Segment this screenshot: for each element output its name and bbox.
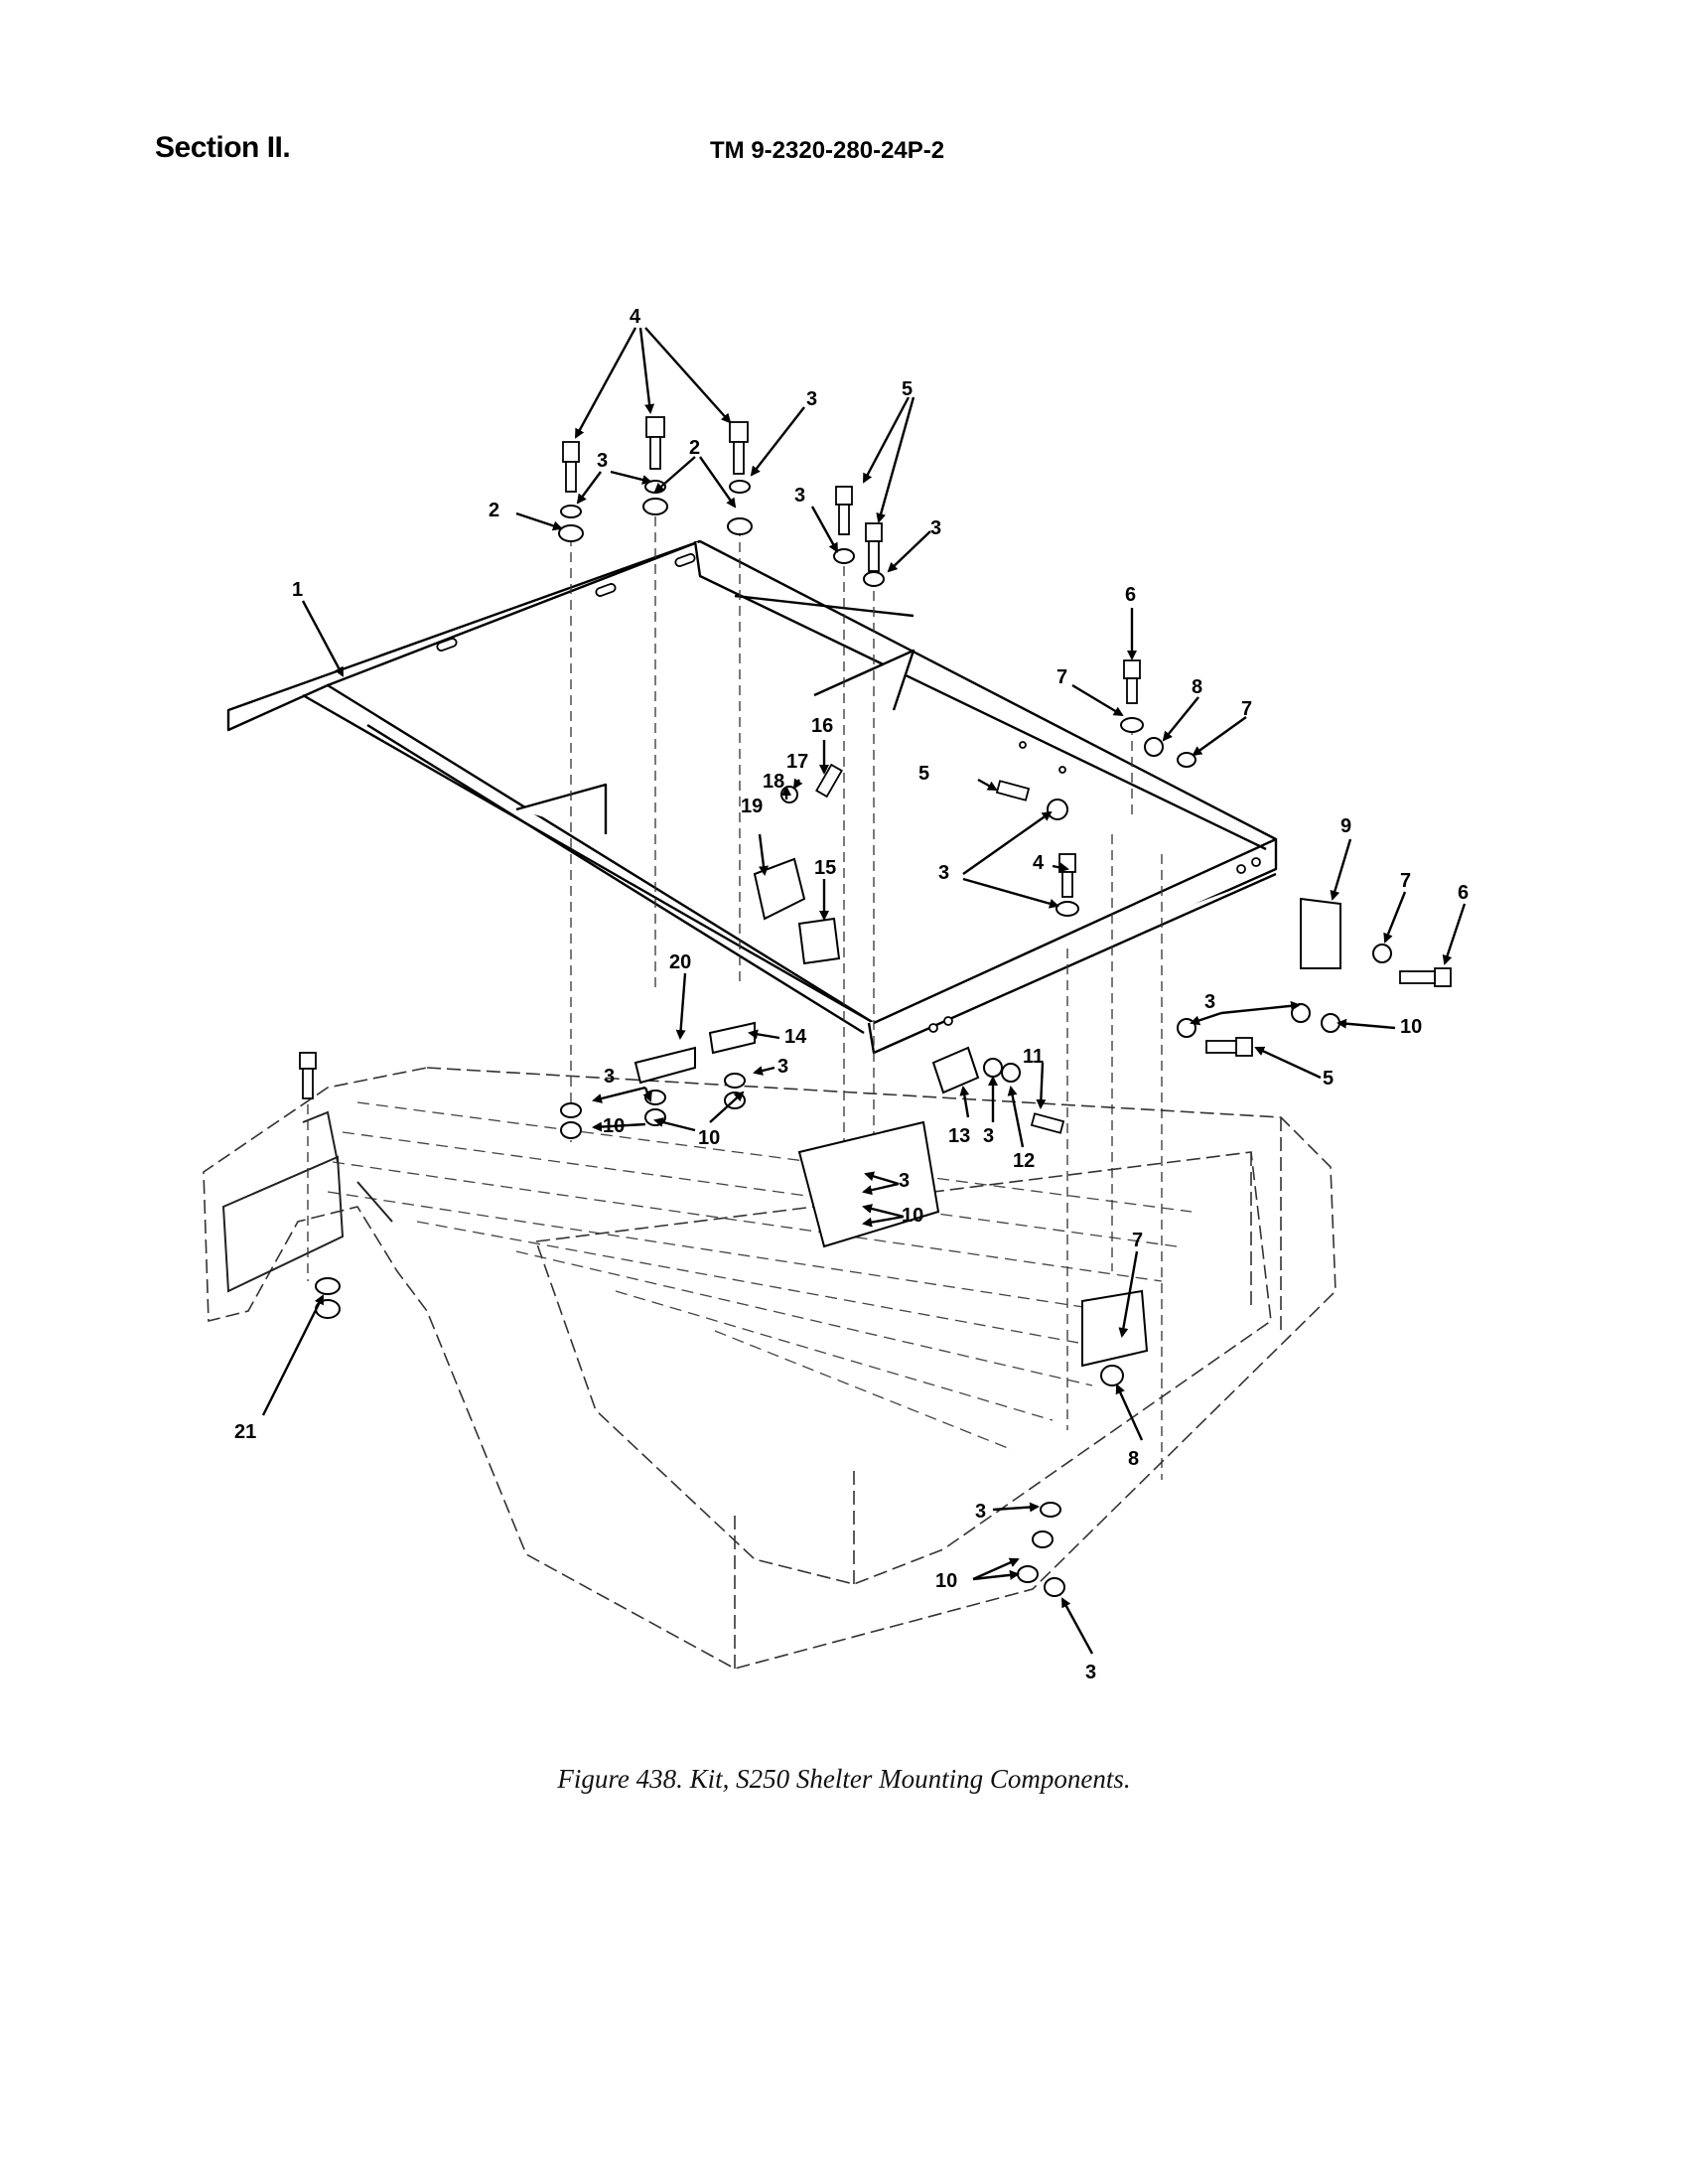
callout-label: 3 [1204,991,1215,1013]
callout-label: 3 [938,862,949,884]
callout-label: 8 [1128,1448,1139,1470]
callout-label: 5 [902,378,913,400]
callout-label: 8 [1192,676,1202,698]
frame-holes [436,553,1261,1033]
callout-label: 12 [1013,1150,1035,1172]
callout-label: 3 [777,1056,788,1078]
callout-label: 7 [1056,666,1067,688]
callout-label: 5 [1323,1068,1334,1090]
callout-label: 3 [794,485,805,507]
mounting-plates [633,857,1341,1368]
tm-number: TM 9-2320-280-24P-2 [710,137,945,164]
bed-floor-ribs [327,1101,1193,1451]
callout-label: 14 [784,1026,807,1048]
callout-label: 3 [899,1170,910,1192]
callout-label: 7 [1132,1230,1143,1251]
callout-label: 3 [604,1066,615,1088]
callout-label: 16 [811,715,833,737]
mounting-frame [226,539,1278,1055]
callout-label: 3 [975,1501,986,1523]
callout-label: 20 [669,951,691,973]
tailgate-bracket [221,1110,393,1293]
callout-label: 3 [1085,1662,1096,1683]
callout-label: 1 [292,579,303,601]
callout-label: 10 [902,1205,923,1227]
callout-label: 10 [1400,1016,1422,1038]
callout-label: 21 [234,1421,256,1443]
callout-label: 11 [1023,1046,1044,1068]
callout-labels: 4 3 5 2 3 2 3 3 1 6 7 8 7 16 17 18 19 5 … [234,306,1469,1683]
callout-label: 19 [741,796,763,817]
callout-label: 7 [1241,698,1252,720]
truck-bed-outline [203,1067,1336,1670]
callout-label: 10 [603,1115,625,1137]
callout-label: 5 [918,763,929,785]
callout-label: 3 [930,517,941,539]
callout-label: 3 [983,1125,994,1147]
callout-label: 17 [786,751,808,773]
callout-label: 15 [814,857,836,879]
callout-label: 2 [489,500,499,521]
callout-label: 3 [597,450,608,472]
callout-label: 6 [1458,882,1469,904]
callout-label: 9 [1340,815,1351,837]
callout-label: 4 [1033,852,1045,874]
callout-label: 18 [763,771,784,793]
callout-label: 10 [698,1127,720,1149]
callout-label: 10 [935,1570,957,1592]
figure-caption: Figure 438. Kit, S250 Shelter Mounting C… [557,1764,1131,1794]
section-heading: Section II. [155,131,291,164]
alignment-lines [307,516,1163,1480]
callout-label: 2 [689,437,700,459]
callout-label: 6 [1125,584,1136,606]
leader-arrows [261,327,1467,1655]
callout-label: 3 [806,388,817,410]
callout-label: 7 [1400,870,1411,892]
callout-label: 13 [948,1125,970,1147]
callout-label: 4 [630,306,641,328]
